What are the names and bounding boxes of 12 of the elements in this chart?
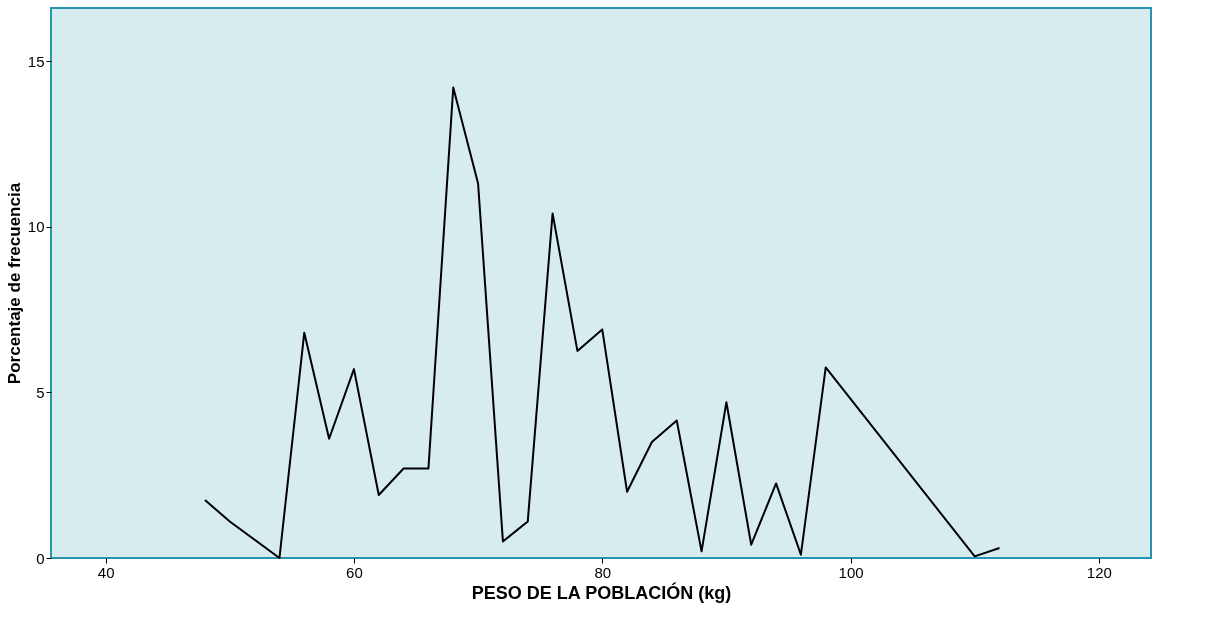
y-tick-label: 5	[36, 383, 45, 401]
y-axis-title: Porcentaje de frecuencia	[4, 182, 24, 385]
x-tick-label: 100	[838, 563, 864, 581]
y-tick-label: 0	[36, 549, 45, 567]
x-tick-label: 120	[1086, 563, 1112, 581]
y-tick-label: 15	[27, 52, 45, 70]
x-tick-label: 60	[346, 563, 363, 581]
line-series	[203, 86, 1001, 559]
x-tick-label: 40	[97, 563, 115, 581]
x-tick-label: 80	[594, 563, 612, 581]
y-tick-label: 10	[27, 218, 45, 236]
x-axis-title: PESO DE LA POBLACIÓN (kg)	[471, 581, 732, 603]
